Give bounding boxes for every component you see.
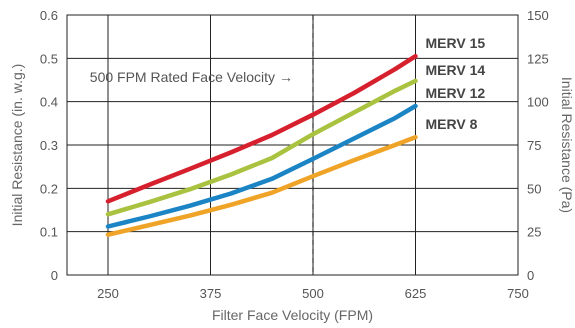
x-tick-label: 375 [200, 286, 222, 301]
series-line [105, 103, 418, 229]
y2-axis-title: Initial Resistance (Pa) [559, 77, 575, 213]
y-tick-label: 0.2 [40, 181, 58, 196]
y-tick-label: 0.3 [40, 138, 58, 153]
series-line [105, 53, 418, 204]
y2-tick-label: 75 [527, 138, 541, 153]
y2-tick-label: 100 [527, 95, 549, 110]
series-label: MERV 14 [426, 62, 486, 78]
series-label: MERV 12 [426, 85, 486, 101]
y-tick-label: 0.6 [40, 8, 58, 23]
y-tick-label: 0.5 [40, 51, 58, 66]
y2-tick-label: 25 [527, 225, 541, 240]
plot-frame [66, 14, 519, 276]
series-line [105, 134, 418, 237]
tick-labels: 250 375 500 625 750 0 0.1 0.2 0.3 0.4 0.5 0.6 0 25 50 7… [40, 8, 549, 301]
rated-velocity-arrow-icon: → [279, 69, 293, 85]
y2-tick-label: 50 [527, 181, 541, 196]
y-axis-title: Initial Resistance (in. w.g.) [9, 64, 25, 227]
x-tick-label: 625 [405, 286, 427, 301]
series-lines [105, 53, 418, 237]
y-tick-label: 0.4 [40, 95, 58, 110]
series-label: MERV 8 [426, 116, 478, 132]
y2-tick-label: 125 [527, 51, 549, 66]
y-tick-label: 0 [51, 268, 58, 283]
rated-velocity-annotation: 500 FPM Rated Face Velocity [90, 69, 275, 85]
y-tick-label: 0.1 [40, 225, 58, 240]
series-labels: MERV 15 MERV 14 MERV 12 MERV 8 [426, 35, 486, 132]
series-line [105, 78, 418, 217]
x-axis-title: Filter Face Velocity (FPM) [212, 307, 373, 323]
x-tick-label: 500 [302, 286, 324, 301]
series-label: MERV 15 [426, 35, 486, 51]
x-tick-label: 250 [97, 286, 119, 301]
y2-tick-label: 150 [527, 8, 549, 23]
y2-tick-label: 0 [527, 268, 534, 283]
x-tick-label: 750 [507, 286, 529, 301]
